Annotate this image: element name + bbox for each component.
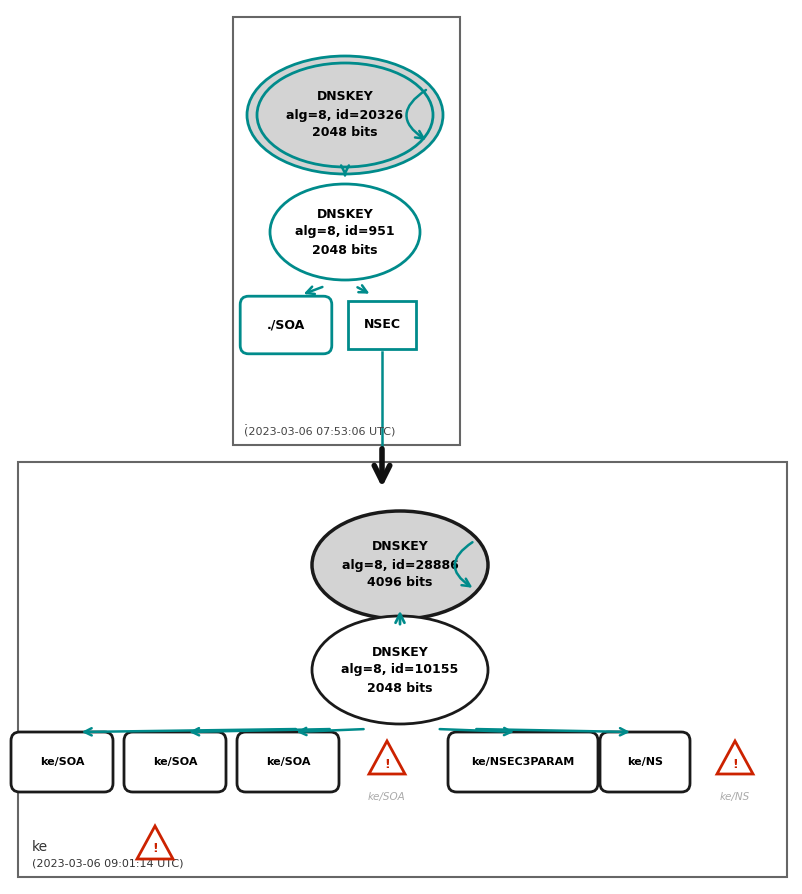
Text: DNSKEY
alg=8, id=20326
2048 bits: DNSKEY alg=8, id=20326 2048 bits xyxy=(286,90,403,139)
Ellipse shape xyxy=(312,511,488,619)
Text: !: ! xyxy=(152,842,158,856)
Polygon shape xyxy=(137,826,172,859)
Text: ke/NSEC3PARAM: ke/NSEC3PARAM xyxy=(471,757,574,767)
Text: (2023-03-06 07:53:06 UTC): (2023-03-06 07:53:06 UTC) xyxy=(244,427,395,437)
Text: ke/NS: ke/NS xyxy=(626,757,662,767)
Text: !: ! xyxy=(383,757,390,771)
Ellipse shape xyxy=(247,56,443,174)
Ellipse shape xyxy=(269,184,419,280)
Text: ke/SOA: ke/SOA xyxy=(152,757,197,767)
Text: ke: ke xyxy=(32,840,48,854)
FancyBboxPatch shape xyxy=(448,732,597,792)
FancyBboxPatch shape xyxy=(233,17,460,445)
Text: ke/SOA: ke/SOA xyxy=(265,757,310,767)
Text: ke/SOA: ke/SOA xyxy=(367,792,405,802)
Polygon shape xyxy=(716,741,752,774)
Text: (2023-03-06 09:01:14 UTC): (2023-03-06 09:01:14 UTC) xyxy=(32,858,184,868)
FancyArrowPatch shape xyxy=(406,90,425,139)
FancyBboxPatch shape xyxy=(237,732,338,792)
FancyBboxPatch shape xyxy=(124,732,225,792)
Text: NSEC: NSEC xyxy=(363,318,400,332)
Ellipse shape xyxy=(312,616,488,724)
FancyBboxPatch shape xyxy=(240,296,331,354)
Polygon shape xyxy=(369,741,404,774)
FancyBboxPatch shape xyxy=(599,732,689,792)
FancyBboxPatch shape xyxy=(347,301,415,349)
Text: DNSKEY
alg=8, id=10155
2048 bits: DNSKEY alg=8, id=10155 2048 bits xyxy=(341,645,458,695)
Ellipse shape xyxy=(257,63,432,167)
FancyBboxPatch shape xyxy=(18,462,786,877)
FancyArrowPatch shape xyxy=(454,542,472,586)
Text: ./SOA: ./SOA xyxy=(266,318,305,332)
Text: ke/NS: ke/NS xyxy=(719,792,749,802)
Text: DNSKEY
alg=8, id=951
2048 bits: DNSKEY alg=8, id=951 2048 bits xyxy=(295,207,395,257)
Text: ke/SOA: ke/SOA xyxy=(40,757,84,767)
Text: !: ! xyxy=(731,757,737,771)
FancyBboxPatch shape xyxy=(11,732,113,792)
Text: .: . xyxy=(244,415,248,428)
Text: DNSKEY
alg=8, id=28886
4096 bits: DNSKEY alg=8, id=28886 4096 bits xyxy=(341,541,458,589)
